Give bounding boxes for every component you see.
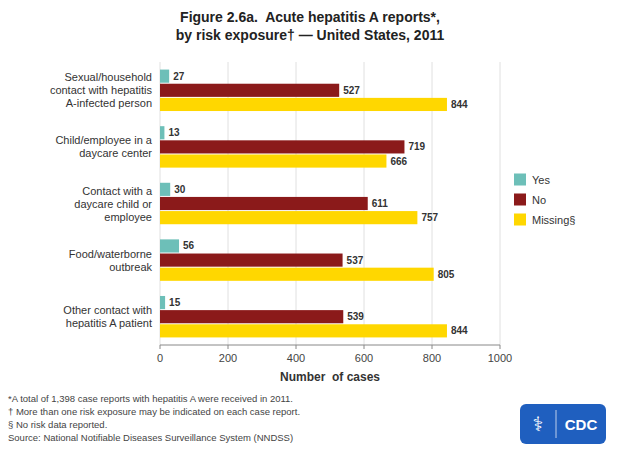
category-label: Other contact withhepatitis A patient [63, 304, 152, 329]
bar [160, 140, 404, 153]
bar [160, 310, 343, 323]
logo-symbol: ⚕ [533, 412, 544, 436]
chart: Figure 2.6a. Acute hepatitis A reports*,… [0, 0, 620, 465]
tick-label: 400 [287, 352, 305, 364]
data-label: 666 [390, 156, 407, 167]
category-label: Contact with adaycare child oremployee [74, 185, 153, 223]
grid [160, 62, 500, 349]
legend-label: No [532, 194, 546, 206]
legend-label: Yes [532, 174, 550, 186]
data-label: 611 [372, 198, 389, 209]
bar [160, 98, 447, 111]
data-label: 844 [451, 99, 468, 110]
category-label: Child/employee in adaycare center [55, 134, 152, 159]
data-label: 539 [347, 311, 364, 322]
tick-mark [432, 345, 433, 349]
data-label: 805 [438, 269, 455, 280]
bar [160, 324, 447, 337]
logo-text: CDC [565, 416, 598, 433]
bar [160, 254, 343, 267]
bar [160, 268, 434, 281]
data-label: 27 [173, 71, 185, 82]
tick-mark [500, 345, 501, 349]
bar [160, 296, 165, 309]
tick-label: 1000 [488, 352, 512, 364]
legend-swatch [514, 194, 526, 206]
footnote: *A total of 1,398 case reports with hepa… [8, 393, 293, 404]
grid-line [500, 62, 501, 345]
bar [160, 154, 386, 167]
logo: ⚕ CDC [520, 404, 606, 444]
bar [160, 197, 368, 210]
legend-label: Missing§ [532, 214, 575, 226]
tick-mark [296, 345, 297, 349]
bar [160, 70, 169, 83]
data-label: 56 [183, 240, 195, 251]
tick-mark [364, 345, 365, 349]
legend: Yes No Missing§ [514, 174, 575, 226]
logo-divider [556, 410, 557, 438]
bar [160, 239, 179, 252]
tick-label: 0 [157, 352, 163, 364]
legend-swatch [514, 174, 526, 186]
tick-label: 200 [219, 352, 237, 364]
x-axis-line [160, 345, 500, 346]
category-label: Food/waterborneoutbreak [69, 248, 153, 273]
category-label: Sexual/householdcontact with hepatitisA-… [50, 71, 153, 109]
tick-mark [228, 345, 229, 349]
legend-swatch [514, 214, 526, 226]
tick-label: 800 [423, 352, 441, 364]
data-labels: 27 527 844 13 719666 30 611 757 56 537 805 15 539 844 [168, 71, 468, 337]
data-label: 13 [168, 127, 180, 138]
tick-mark [160, 345, 161, 349]
data-label: 537 [347, 255, 364, 266]
data-label: 527 [343, 85, 360, 96]
footnote: § No risk data reported. [8, 419, 107, 430]
footnote: Source: National Notifiable Diseases Sur… [8, 432, 293, 443]
bar [160, 84, 339, 97]
data-label: 719 [408, 141, 425, 152]
tick-label: 600 [355, 352, 373, 364]
bar [160, 126, 164, 139]
bar [160, 211, 417, 224]
x-axis-label: Number of cases [280, 370, 380, 384]
title: Figure 2.6a. Acute hepatitis A reports*,… [176, 9, 445, 43]
chart-container: Figure 2.6a. Acute hepatitis A reports*,… [0, 0, 620, 465]
data-label: 15 [169, 297, 181, 308]
footnote: † More than one risk exposure may be ind… [8, 406, 300, 417]
data-label: 844 [451, 325, 468, 336]
bars [160, 70, 447, 338]
data-label: 757 [421, 212, 438, 223]
data-label: 30 [174, 184, 186, 195]
logo-box [520, 404, 606, 444]
bar [160, 183, 170, 196]
